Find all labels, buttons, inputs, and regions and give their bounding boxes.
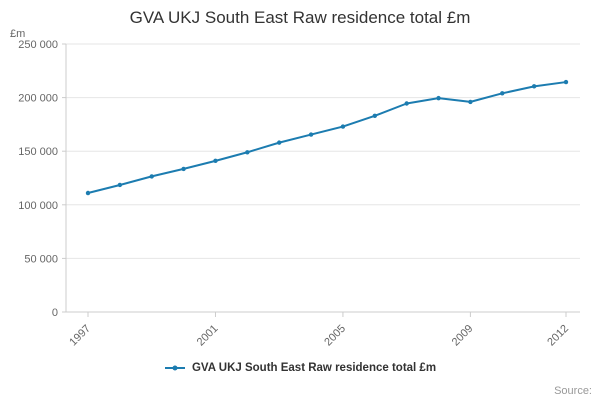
x-tick-label: 2001: [195, 323, 221, 349]
data-point[interactable]: [468, 99, 473, 105]
y-tick-label: 50 000: [24, 253, 58, 265]
data-point[interactable]: [149, 174, 154, 179]
data-point[interactable]: [372, 113, 377, 119]
y-tick-label: 150 000: [18, 146, 58, 158]
y-tick-label: 100 000: [18, 200, 58, 212]
x-tick-label: 1997: [67, 323, 93, 349]
data-point[interactable]: [563, 79, 569, 85]
x-tick-label: 2009: [450, 323, 476, 349]
data-point[interactable]: [531, 84, 537, 89]
data-point[interactable]: [308, 132, 314, 137]
data-point[interactable]: [277, 140, 282, 145]
data-point[interactable]: [245, 150, 250, 155]
line-chart-plot: 0 50 000 100 000 150 000 200 000 250 000 1997 2…: [18, 39, 580, 349]
x-tick-label: 2012: [545, 323, 571, 349]
data-point[interactable]: [85, 190, 91, 196]
data-point[interactable]: [117, 182, 123, 188]
data-point[interactable]: [500, 91, 505, 96]
y-tick-label: 250 000: [18, 39, 58, 51]
data-point[interactable]: [213, 158, 218, 164]
source-label: Source:: [554, 385, 592, 397]
y-axis-unit-label: £m: [10, 28, 26, 40]
x-tick-label: 2005: [322, 323, 348, 349]
data-point[interactable]: [436, 95, 441, 101]
legend-item[interactable]: GVA UKJ South East Raw residence total £…: [0, 362, 600, 374]
data-point[interactable]: [181, 166, 186, 172]
data-point[interactable]: [404, 101, 409, 106]
y-tick-label: 0: [52, 307, 58, 319]
series-line: [87, 81, 567, 194]
legend-label: GVA UKJ South East Raw residence total £…: [191, 362, 437, 374]
data-point[interactable]: [340, 124, 346, 129]
y-tick-label: 200 000: [18, 93, 58, 105]
chart-title: GVA UKJ South East Raw residence total £…: [129, 8, 471, 27]
legend-line-marker: [164, 365, 185, 371]
